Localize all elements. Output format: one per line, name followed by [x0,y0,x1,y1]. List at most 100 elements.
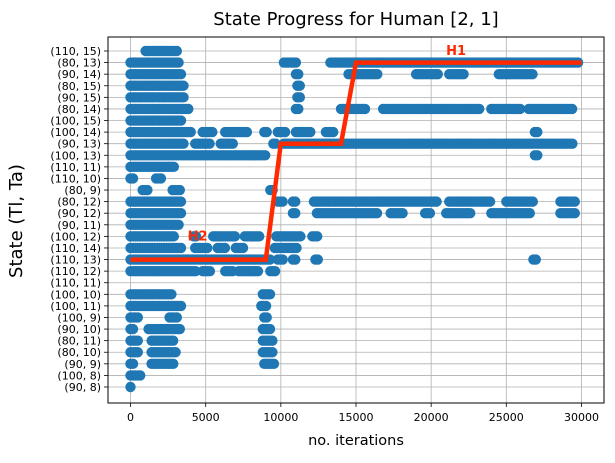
y-tick-label: (100, 15) [50,115,101,128]
y-tick-label: (110, 10) [50,172,101,185]
scatter-point [527,68,538,80]
scatter-point [260,150,271,161]
scatter-point [132,312,143,323]
y-tick-label: (80, 13) [57,57,101,70]
scatter-point [569,208,580,219]
scatter-point [254,231,265,242]
scatter-point [173,57,184,68]
scatter-point [267,347,278,358]
scatter-point [290,254,301,265]
scatter-point [132,335,143,346]
scatter-point [175,300,187,312]
scatter-point [312,254,323,265]
scatter-point [155,173,167,184]
y-tick-label: (80, 10) [57,346,101,359]
scatter-point [371,208,383,219]
y-tick-label: (100, 9) [57,311,101,324]
progress-line [130,60,582,262]
scatter-point [168,231,179,242]
scatter-point [175,68,187,80]
scatter-point [183,103,194,115]
y-tick-label: (110, 13) [50,254,101,267]
scatter-point [424,208,436,219]
scatter-point [174,184,185,196]
scatter-point [171,45,182,57]
scatter-point [484,196,496,207]
y-tick-label: (80, 15) [57,80,101,93]
y-tick-label: (110, 11) [50,277,101,290]
scatter-point [175,242,187,254]
scatter-point [524,208,535,219]
scatter-point [264,289,276,300]
scatter-point [185,126,196,138]
scatter-point [267,335,278,346]
scatter-point [291,242,302,254]
scatter-point [397,208,408,219]
scatter-point [532,150,543,161]
scatter-point [328,126,339,138]
scatter-point [290,196,301,207]
scatter-point [527,196,538,207]
scatter-point [567,138,578,149]
y-tick-label: (110, 12) [50,265,101,278]
scatter-point [294,92,305,103]
scatter-point [431,196,442,207]
scatter-point [207,126,218,138]
annotations: H1 H2 [188,44,466,244]
scatter-point [132,347,143,358]
x-tick-label: 25000 [489,411,524,424]
scatter-point [227,138,238,149]
y-tick-label: (90, 9) [64,358,101,371]
scatter-point [171,312,182,323]
y-tick-label: (110, 11) [50,161,101,174]
x-tick-label: 30000 [564,411,599,424]
scatter-point [264,323,276,335]
x-tick-label: 5000 [192,411,220,424]
grid [108,37,604,403]
scatter-point [127,358,139,370]
scatter-point [290,57,302,68]
scatter-point [261,312,272,323]
y-ticks: (90, 8)(100, 8)(90, 9)(80, 10)(80, 11)(9… [50,45,108,394]
scatter-point [174,323,185,335]
scatter-point [166,289,177,300]
x-tick-label: 0 [127,411,134,424]
scatter-point [514,103,526,115]
scatter-point [312,231,323,242]
scatter-point [252,265,264,277]
scatter-point [569,196,580,207]
scatter-point [175,208,187,219]
scatter-point [178,92,189,103]
x-tick-label: 15000 [339,411,374,424]
y-axis-label: State (Tl, Ta) [6,164,27,278]
y-tick-label: (90, 11) [57,219,101,232]
scatter-point [204,265,216,277]
y-tick-label: (110, 14) [50,242,101,255]
y-tick-label: (110, 15) [50,45,101,58]
scatter-point [241,126,253,138]
scatter-point [530,254,541,265]
x-tick-label: 20000 [414,411,449,424]
scatter-point [168,161,179,173]
scatter-point [474,103,485,115]
scatter-point [277,254,288,265]
x-axis-label: no. iterations [308,433,404,449]
scatter-point [135,370,146,381]
scatter-point [168,335,179,346]
scatter-point [269,265,281,277]
scatter-point [190,265,201,277]
scatter-point [202,242,213,254]
y-tick-label: (90, 10) [57,323,101,336]
y-tick-label: (100, 10) [50,288,101,301]
scatter-point [359,103,371,115]
y-tick-label: (100, 14) [50,126,101,139]
scatter-point [268,358,280,370]
scatter-point [170,347,181,358]
annotation-label: H1 [446,44,466,59]
scatter-point [168,358,179,370]
scatter-point [229,231,241,242]
scatter-point [293,103,304,115]
y-tick-label: (100, 11) [50,300,101,313]
scatter-point [219,242,231,254]
progress-line-path [130,60,582,262]
